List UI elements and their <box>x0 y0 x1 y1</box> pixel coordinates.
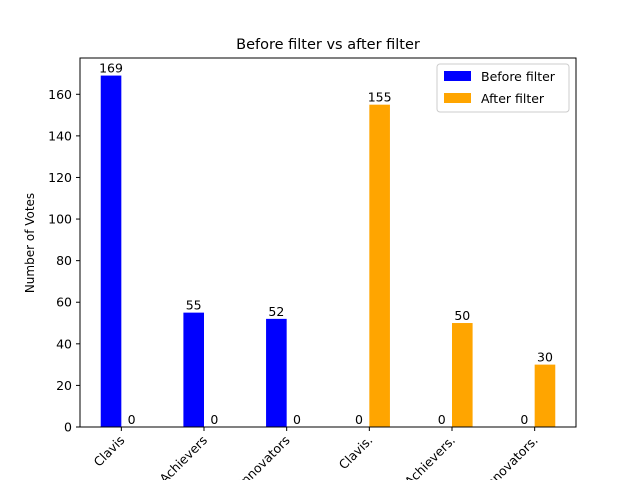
y-tick-label-8: 160 <box>48 87 72 102</box>
bar-after-5 <box>452 323 473 427</box>
y-tick-label-6: 120 <box>48 170 72 185</box>
plot-frame <box>79 57 577 428</box>
bar-before-3 <box>266 318 287 427</box>
x-tick-label-5: Achievers. <box>402 433 459 480</box>
value-label-after-1: 0 <box>128 412 136 427</box>
y-tick-label-2: 40 <box>56 336 72 351</box>
value-label-after-5: 50 <box>454 308 470 323</box>
x-tick-label-4: Clavis. <box>336 433 376 473</box>
value-label-before-1: 169 <box>99 61 123 76</box>
value-label-before-2: 55 <box>186 298 202 313</box>
y-tick-label-4: 80 <box>56 253 72 268</box>
legend-swatch-after <box>444 93 471 103</box>
value-label-before-5: 0 <box>438 412 446 427</box>
y-axis-label: Number of Votes <box>23 193 37 293</box>
x-tick-label-1: Clavis <box>91 433 128 470</box>
value-label-before-6: 0 <box>520 412 528 427</box>
x-tick-label-3: Innovators <box>235 433 293 480</box>
y-tick-label-5: 100 <box>48 212 72 227</box>
bar-after-4 <box>369 104 390 428</box>
x-tick-label-2: Achievers <box>156 433 210 480</box>
value-label-before-3: 52 <box>268 304 284 319</box>
legend-label-before: Before filter <box>481 69 556 84</box>
bars-layer <box>100 75 556 428</box>
y-tick-label-3: 60 <box>56 295 72 310</box>
value-labels-layer: 169 55 52 0 0 0 0 0 0 155 50 30 <box>99 61 553 427</box>
chart-title: Before filter vs after filter <box>236 37 420 53</box>
value-label-after-4: 155 <box>368 90 392 105</box>
y-tick-label-0: 0 <box>64 420 72 435</box>
legend: Before filter After filter <box>436 63 570 113</box>
y-tick-label-1: 20 <box>56 378 72 393</box>
bar-after-6 <box>534 364 556 427</box>
value-label-before-4: 0 <box>355 412 363 427</box>
value-label-after-2: 0 <box>210 412 218 427</box>
value-label-after-3: 0 <box>293 412 301 427</box>
value-label-after-6: 30 <box>537 350 553 365</box>
x-tick-labels: Clavis Achievers Innovators Clavis. Achiever… <box>91 433 541 480</box>
legend-label-after: After filter <box>481 91 545 106</box>
y-tick-label-7: 140 <box>48 128 72 143</box>
legend-swatch-before <box>444 71 471 81</box>
bar-before-2 <box>183 312 204 427</box>
x-tick-label-6: Innovators. <box>480 433 540 480</box>
bar-before-1 <box>100 75 122 428</box>
